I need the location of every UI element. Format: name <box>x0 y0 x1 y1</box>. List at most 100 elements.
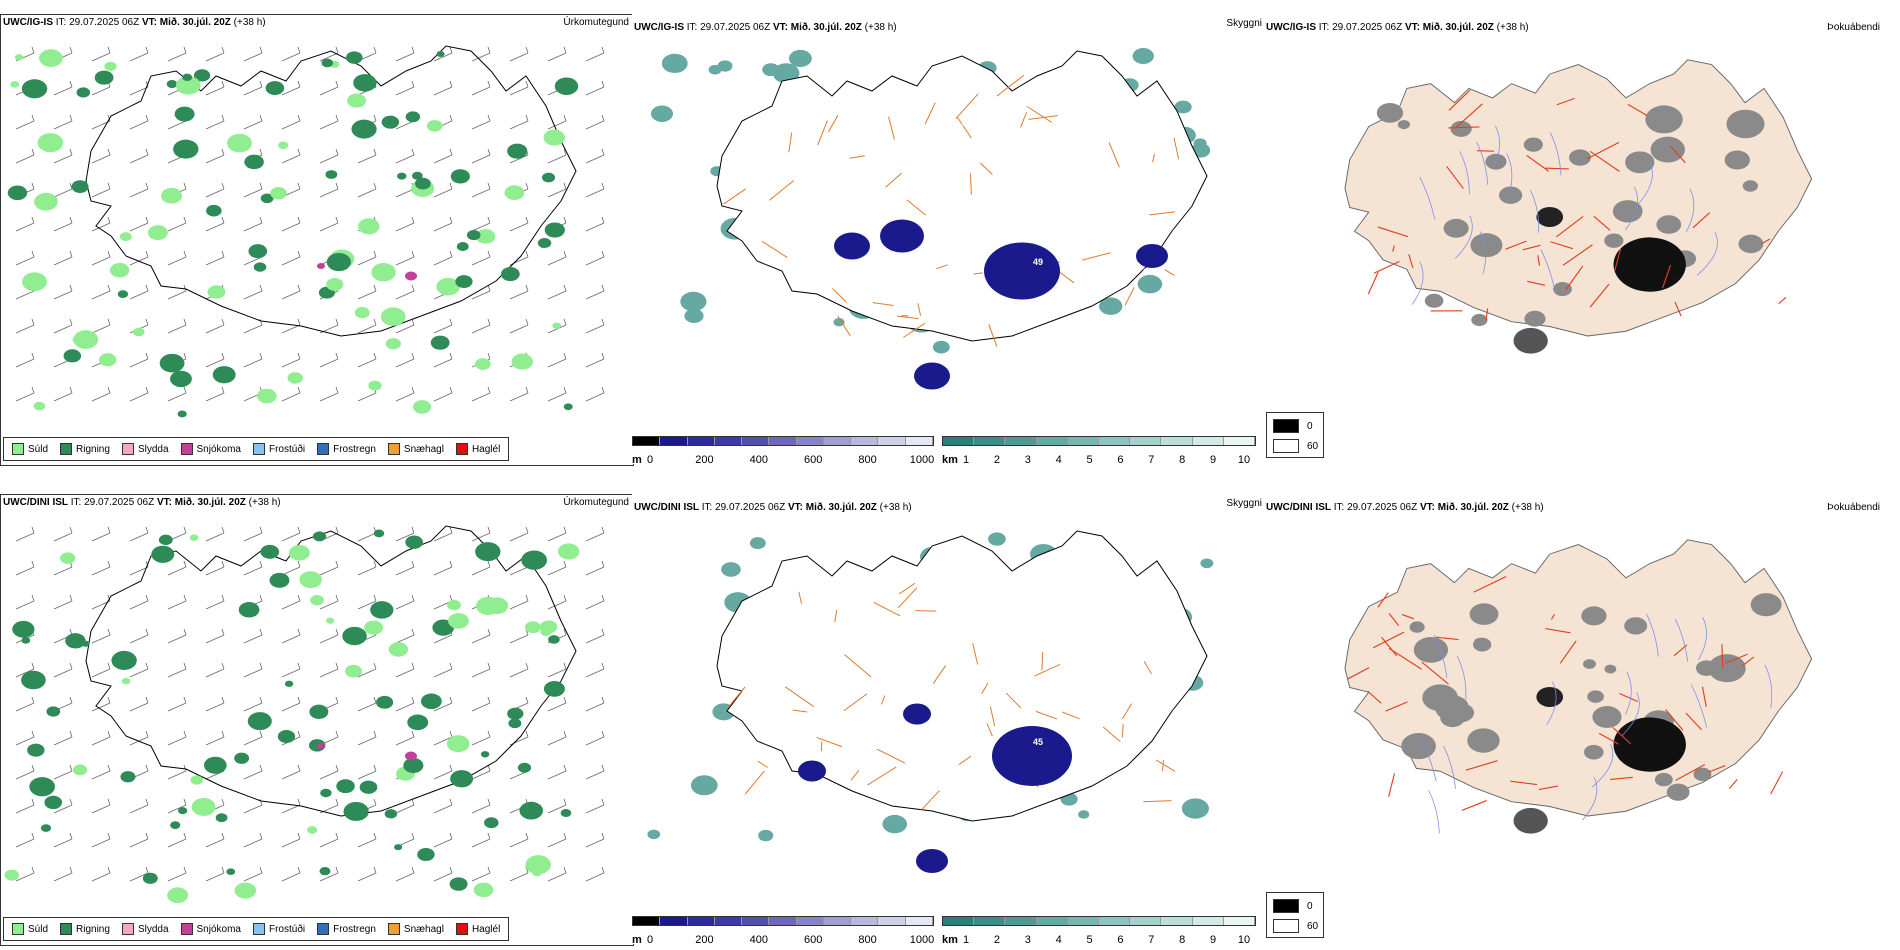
wind-barb <box>129 114 149 130</box>
wind-barb <box>585 764 605 780</box>
cloudbase-panel-row1: UWC/IG-IS IT: 29.07.2025 06Z VT: Mið. 30… <box>632 14 1264 466</box>
precip-cell <box>447 599 461 611</box>
colorbar-tick: 6 <box>1117 454 1124 466</box>
legend-item: Haglél <box>455 443 501 455</box>
river <box>1459 151 1470 195</box>
precip-cell <box>270 187 287 200</box>
wind-barb <box>319 798 339 814</box>
legend-item: Snjókoma <box>180 923 241 935</box>
precip-cell <box>376 695 394 709</box>
fog-core <box>1536 206 1564 227</box>
snow-cell <box>405 751 417 761</box>
wind-barb <box>509 526 529 542</box>
precip-cell <box>166 80 178 89</box>
colorbar-segment <box>1192 437 1224 445</box>
fog-legend-row: 0 <box>1273 899 1313 913</box>
wind-barb <box>205 662 225 678</box>
precip-cell <box>412 171 423 180</box>
wind-barb <box>15 730 35 746</box>
wind-barb <box>585 662 605 678</box>
wind-barb <box>433 764 453 780</box>
fog-shade <box>1738 234 1764 254</box>
road <box>1559 640 1577 664</box>
road <box>1026 106 1053 123</box>
fog-title: Þokuábendi <box>1827 22 1880 33</box>
visibility-cell <box>1078 810 1090 819</box>
wind-barb <box>205 80 225 96</box>
precip-type-legend: Súld Rigning Slydda Snjókoma Frostúði Frostre… <box>3 917 510 941</box>
road <box>834 609 838 623</box>
road <box>1161 759 1165 772</box>
wind-barb <box>91 832 111 848</box>
wind-barb <box>281 832 301 848</box>
road <box>955 93 979 120</box>
legend-label: Haglél <box>471 443 501 455</box>
precip-cell <box>466 229 481 241</box>
colorbar-tick: 1000 <box>909 934 935 946</box>
road <box>769 180 795 201</box>
precip-cell <box>189 534 199 541</box>
colorbar-tick: 800 <box>858 454 877 466</box>
colorbar-tick: 8 <box>1179 934 1186 946</box>
river <box>1540 249 1556 293</box>
legend-swatch <box>317 443 330 455</box>
precip-cell <box>121 677 131 685</box>
fog-shade <box>1750 593 1782 617</box>
wind-barb <box>53 318 73 334</box>
wind-barb <box>167 318 187 334</box>
precip-cell <box>10 81 20 88</box>
legend-item: Snjókoma <box>180 443 241 455</box>
legend-item: Rigning <box>60 443 110 455</box>
legend-label: Frostúði <box>268 443 306 455</box>
road <box>1610 776 1633 781</box>
wind-barb <box>53 526 73 542</box>
legend-label: Slydda <box>137 923 169 935</box>
wind-barb <box>167 832 187 848</box>
wind-barb <box>585 250 605 266</box>
river <box>1476 141 1489 185</box>
road <box>969 173 972 195</box>
wind-barb <box>243 352 263 368</box>
road <box>850 770 860 781</box>
wind-barb <box>433 182 453 198</box>
road <box>1701 686 1707 708</box>
fog-shade <box>1450 120 1472 137</box>
road <box>1526 154 1550 172</box>
colorbar-segment <box>974 917 1006 925</box>
wind-barb <box>585 594 605 610</box>
precip-cell <box>174 106 195 122</box>
road <box>1562 244 1593 266</box>
wind-barb <box>319 114 339 130</box>
legend-label: Haglél <box>471 923 501 935</box>
wind-barb <box>433 250 453 266</box>
road <box>989 706 996 727</box>
fog-shade <box>1524 310 1546 327</box>
visibility-cell <box>788 49 812 68</box>
wind-barb <box>319 148 339 164</box>
fog-legend: 0 60 <box>1266 892 1324 938</box>
fog-shade <box>1397 119 1410 130</box>
legend-swatch <box>60 923 73 935</box>
precip-cell <box>507 707 524 720</box>
wind-barb <box>281 764 301 780</box>
wind-barb <box>547 182 567 198</box>
fog-shade <box>1604 664 1617 674</box>
river <box>1549 132 1562 176</box>
river <box>1686 188 1695 232</box>
low-cloud-area <box>916 849 948 873</box>
precip-cell <box>203 756 227 774</box>
panel-title: UWC/IG-IS IT: 29.07.2025 06Z VT: Mið. 30… <box>3 17 266 28</box>
wind-barb <box>395 526 415 542</box>
wind-barb <box>15 216 35 232</box>
wind-barb <box>243 628 263 644</box>
legend-swatch <box>121 923 134 935</box>
precip-cell <box>37 133 64 153</box>
wind-barb <box>15 148 35 164</box>
fog-shade <box>1553 282 1572 297</box>
wind-barb <box>129 628 149 644</box>
road <box>1674 301 1682 317</box>
river <box>1621 692 1640 736</box>
wind-barb <box>15 832 35 848</box>
river <box>1419 176 1436 220</box>
legend-item: Haglél <box>455 923 501 935</box>
